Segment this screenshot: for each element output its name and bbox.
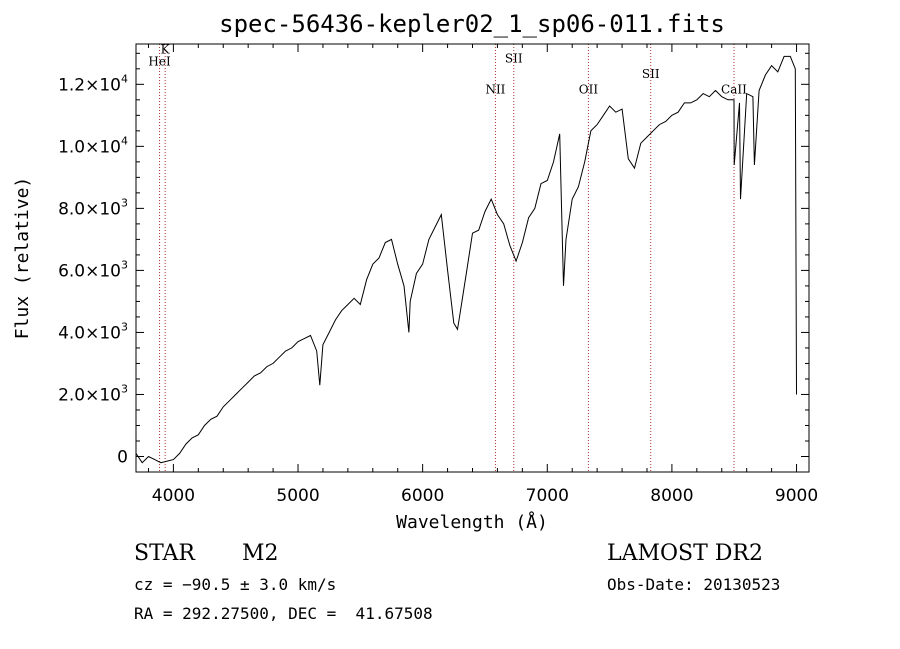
redshift-cz: cz = −90.5 ± 3.0 km/s xyxy=(134,575,336,594)
spectrum-line xyxy=(135,55,797,464)
line-label-6: CaII xyxy=(721,83,747,97)
y-tick-label-0: 0 xyxy=(117,447,128,467)
y-tick-label-2: 4.0×103 xyxy=(58,320,128,343)
y-tick-label-3: 6.0×103 xyxy=(58,258,128,281)
object-class: STAR xyxy=(134,541,196,566)
y-tick-label-5: 1.0×104 xyxy=(58,134,128,157)
x-tick-label-2: 6000 xyxy=(401,486,444,506)
line-label-2: NII xyxy=(485,83,505,97)
y-axis-label: Flux (relative) xyxy=(12,177,33,340)
x-tick-label-0: 4000 xyxy=(152,486,195,506)
line-label-0: HeI xyxy=(148,55,171,69)
x-tick-label-1: 5000 xyxy=(276,486,319,506)
line-label-1: K xyxy=(161,42,171,56)
y-tick-label-1: 2.0×103 xyxy=(58,382,128,405)
line-label-5: SII xyxy=(642,67,660,81)
object-subclass: M2 xyxy=(242,541,279,566)
y-axis-ticks: 0 2.0×103 4.0×103 6.0×103 8.0×103 1.0×104 1.2×… xyxy=(58,52,809,467)
observation-date: Obs-Date: 20130523 xyxy=(607,575,780,594)
survey-name: LAMOST DR2 xyxy=(607,541,763,566)
chart-title: spec-56436-kepler02_1_sp06-011.fits xyxy=(219,10,725,38)
line-label-3: SII xyxy=(505,52,523,66)
x-tick-label-3: 7000 xyxy=(526,486,569,506)
y-tick-label-4: 8.0×103 xyxy=(58,196,128,219)
plot-frame xyxy=(135,43,810,473)
line-label-4: OII xyxy=(579,83,599,97)
x-axis-label: Wavelength (Å) xyxy=(396,511,548,533)
y-tick-label-6: 1.2×104 xyxy=(58,72,128,95)
ra-dec-coordinates: RA = 292.27500, DEC = 41.67508 xyxy=(134,604,433,623)
x-tick-label-4: 8000 xyxy=(650,486,693,506)
x-tick-label-5: 9000 xyxy=(775,486,818,506)
x-axis-ticks: 4000 5000 6000 7000 8000 9000 xyxy=(147,44,818,506)
